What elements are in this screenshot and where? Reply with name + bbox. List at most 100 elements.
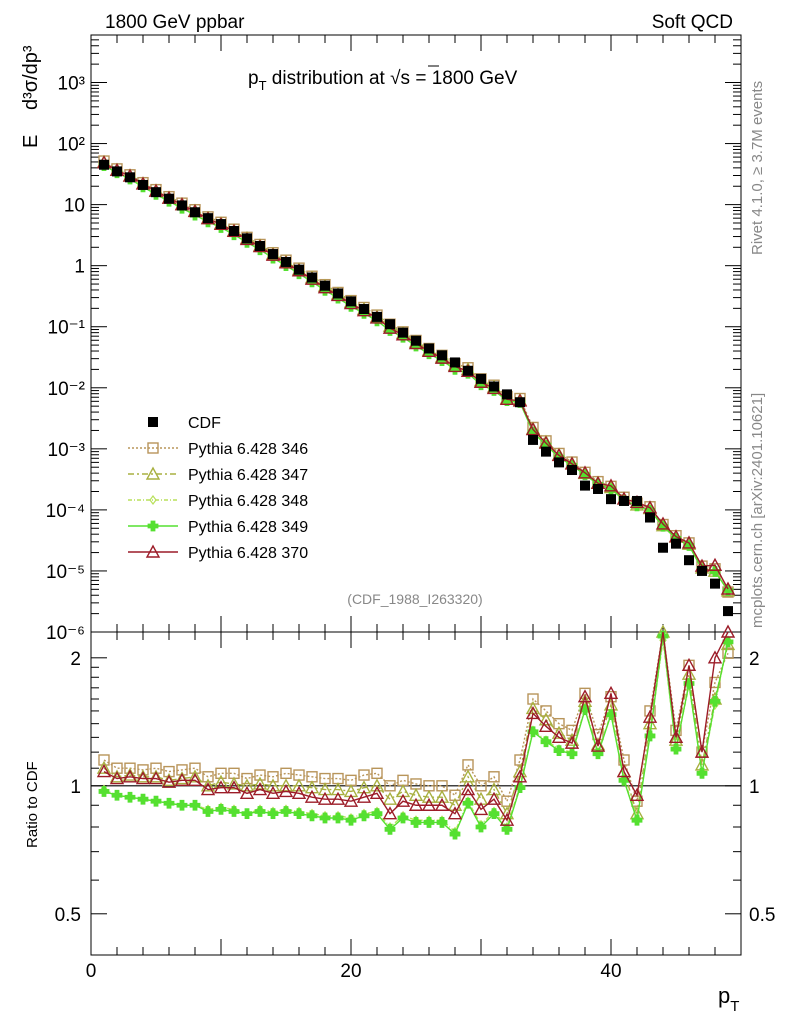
main-point-s349 bbox=[722, 585, 734, 596]
data-point bbox=[541, 446, 551, 457]
header-right: Soft QCD bbox=[652, 12, 733, 33]
ratio-point-s370 bbox=[603, 685, 619, 700]
ratio-point-s370 bbox=[148, 771, 164, 785]
ratio-point-s370 bbox=[421, 797, 437, 811]
ratio-point-s370 bbox=[694, 744, 710, 758]
ratio-point-s347 bbox=[148, 769, 164, 783]
data-point bbox=[268, 249, 278, 260]
ratio-point-s346 bbox=[124, 762, 136, 774]
ratio-point-s370 bbox=[460, 782, 476, 796]
ratio-point-s370 bbox=[291, 785, 307, 800]
main-ytick-label: 10⁻⁵ bbox=[46, 562, 85, 583]
ratio-point-s347 bbox=[174, 771, 190, 785]
svg-text:Rivet 4.1.0, ≥ 3.7M events: Rivet 4.1.0, ≥ 3.7M events bbox=[749, 81, 766, 255]
ratio-point-s349 bbox=[553, 745, 565, 757]
data-point bbox=[99, 159, 109, 170]
ratio-point-s349 bbox=[462, 797, 474, 809]
ratio-line-s370 bbox=[103, 631, 729, 822]
ratio-line-s346 bbox=[103, 631, 729, 803]
main-frame bbox=[90, 34, 742, 633]
ratio-point-s349 bbox=[150, 795, 162, 807]
data-point bbox=[450, 357, 460, 368]
ratio-point-s347 bbox=[239, 778, 255, 792]
data-point bbox=[359, 304, 369, 315]
main-ytick-label: 10⁻² bbox=[48, 379, 86, 400]
ratio-point-s347 bbox=[265, 778, 281, 792]
ratio-point-s349 bbox=[254, 806, 266, 817]
data-point bbox=[138, 179, 148, 190]
ratio-point-s370 bbox=[252, 782, 268, 796]
legend: CDF Pythia 6.428 346 Pythia 6.428 347 Pythi… bbox=[128, 415, 308, 562]
ratio-point-s370 bbox=[278, 783, 294, 798]
ratio-point-s349 bbox=[566, 748, 578, 760]
legend-marker-data bbox=[148, 417, 158, 427]
ratio-ytick-label: 2 bbox=[70, 649, 81, 670]
ratio-point-s370 bbox=[616, 764, 632, 778]
data-point bbox=[281, 256, 291, 267]
ratio-point-s349 bbox=[579, 704, 591, 716]
ratio-point-s349 bbox=[475, 821, 487, 833]
data-point bbox=[424, 343, 434, 354]
data-point bbox=[151, 187, 161, 198]
main-ytick-label: 10⁻³ bbox=[48, 440, 86, 461]
side-label-bottom: mcplots.cern.ch [arXiv:2401.10621] bbox=[749, 393, 766, 628]
data-point bbox=[216, 219, 226, 230]
analysis-label: (CDF_1988_I263320) bbox=[347, 591, 482, 607]
ratio-point-s370 bbox=[369, 785, 385, 800]
data-point bbox=[320, 280, 330, 291]
ratio-point-s347 bbox=[447, 797, 463, 811]
ratio-point-s346 bbox=[488, 771, 500, 783]
ratio-point-s346 bbox=[267, 771, 279, 783]
data-point bbox=[697, 565, 707, 576]
ratio-point-s346 bbox=[540, 705, 552, 717]
side-label-top: Rivet 4.1.0, ≥ 3.7M events bbox=[749, 81, 766, 255]
ratio-point-s349 bbox=[98, 786, 110, 797]
ratio-point-s370 bbox=[538, 718, 554, 733]
ratio-point-s370 bbox=[525, 705, 541, 720]
data-point bbox=[619, 495, 629, 506]
main-ytick-label: 10² bbox=[58, 135, 85, 156]
data-point bbox=[190, 207, 200, 218]
x-axis-label: pT bbox=[718, 983, 739, 1015]
ratio-xtick-label: 0 bbox=[86, 961, 97, 982]
data-point bbox=[125, 172, 135, 183]
ratio-point-s347 bbox=[135, 769, 151, 783]
ratio-point-s349 bbox=[722, 636, 734, 648]
ratio-point-s349 bbox=[618, 774, 630, 786]
ratio-point-s349 bbox=[709, 695, 721, 707]
ratio-point-s349 bbox=[137, 793, 149, 805]
ratio-point-s349 bbox=[631, 814, 643, 826]
ratio-point-s370 bbox=[304, 789, 320, 803]
ratio-point-s346 bbox=[527, 693, 539, 705]
ratio-point-s370 bbox=[96, 764, 112, 778]
ratio-point-s370 bbox=[642, 709, 658, 723]
data-point bbox=[463, 365, 473, 376]
ratio-point-s370 bbox=[447, 806, 463, 820]
ratio-point-s370 bbox=[408, 797, 424, 811]
ratio-point-s347 bbox=[421, 789, 437, 803]
data-point bbox=[580, 480, 590, 491]
ratio-ytick-label-right: 1 bbox=[749, 777, 760, 798]
ratio-point-s346 bbox=[358, 769, 370, 781]
data-point bbox=[242, 233, 252, 244]
data-point bbox=[658, 542, 668, 553]
ratio-point-s349 bbox=[202, 806, 214, 817]
ratio-point-s349 bbox=[111, 789, 123, 801]
ratio-point-s349 bbox=[293, 808, 305, 820]
ratio-point-s346 bbox=[475, 780, 487, 792]
ratio-point-s349 bbox=[267, 808, 279, 820]
ratio-point-s349 bbox=[423, 817, 435, 828]
data-point bbox=[528, 434, 538, 445]
ratio-point-s370 bbox=[226, 780, 242, 794]
ratio-point-s346 bbox=[462, 759, 474, 771]
main-point-s370 bbox=[720, 581, 736, 595]
data-point bbox=[346, 296, 356, 307]
ratio-point-s370 bbox=[668, 729, 684, 744]
legend-label-s346: Pythia 6.428 346 bbox=[188, 441, 308, 458]
legend-marker-s346 bbox=[147, 442, 159, 454]
ratio-point-s349 bbox=[501, 823, 513, 835]
ratio-point-s347 bbox=[122, 767, 138, 781]
data-point bbox=[164, 193, 174, 204]
ratio-point-s347 bbox=[291, 778, 307, 792]
